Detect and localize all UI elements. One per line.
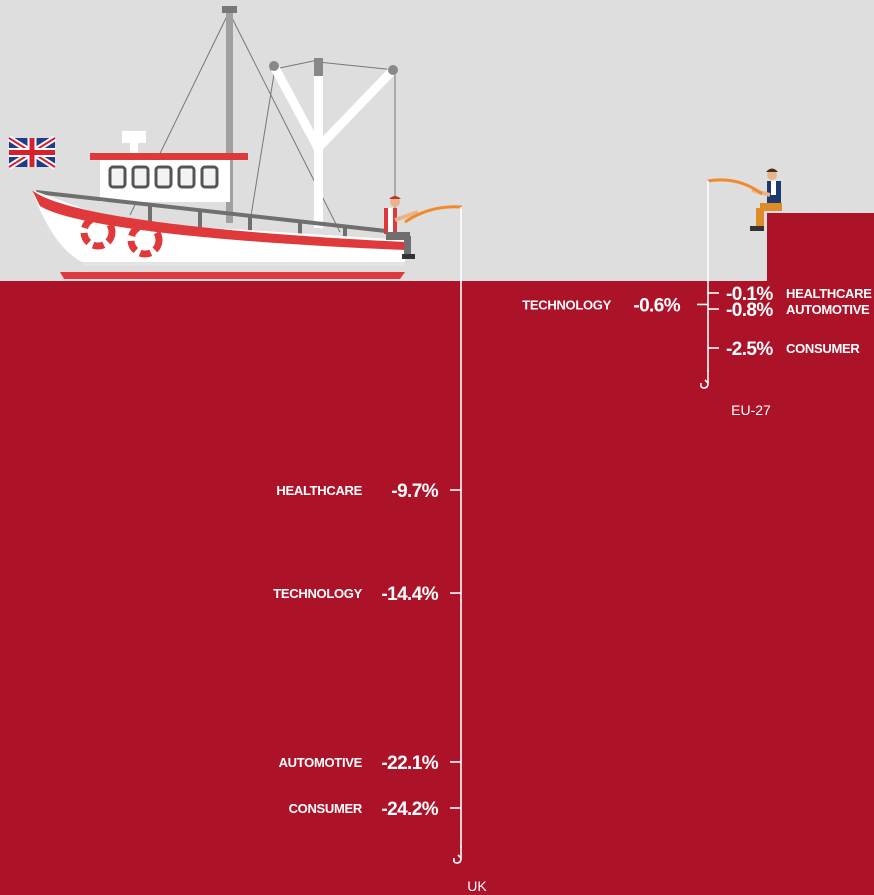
eu-category-label: AUTOMOTIVE xyxy=(786,302,870,317)
fishing-boat-icon xyxy=(32,6,405,279)
eu-category-label: HEALTHCARE xyxy=(786,286,872,301)
uk-value-label: -9.7% xyxy=(391,481,438,502)
eu-value-label: -0.1% xyxy=(726,284,773,305)
uk-category-label: AUTOMOTIVE xyxy=(279,755,363,770)
uk-flag-icon xyxy=(7,135,57,170)
uk-value-label: -24.2% xyxy=(381,799,438,820)
eu-category-label: TECHNOLOGY xyxy=(522,297,611,312)
eu-series-label: EU-27 xyxy=(731,402,771,418)
uk-series-label: UK xyxy=(467,878,487,894)
eu-value-label: -0.6% xyxy=(633,295,680,316)
uk-category-label: HEALTHCARE xyxy=(276,483,362,498)
sea-background xyxy=(0,281,874,895)
uk-category-label: CONSUMER xyxy=(289,801,363,816)
eu-category-label: CONSUMER xyxy=(786,341,860,356)
uk-value-label: -22.1% xyxy=(381,753,438,774)
pier-block xyxy=(767,213,874,281)
fisherman-icon xyxy=(384,196,463,259)
eu-value-label: -2.5% xyxy=(726,339,773,360)
fisherman-icon xyxy=(707,168,782,231)
eu-value-label: -0.8% xyxy=(726,300,773,321)
uk-value-label: -14.4% xyxy=(381,584,438,605)
fishing-hook-icon xyxy=(700,370,709,389)
uk-category-label: TECHNOLOGY xyxy=(273,586,362,601)
fishing-hook-icon xyxy=(453,845,462,864)
